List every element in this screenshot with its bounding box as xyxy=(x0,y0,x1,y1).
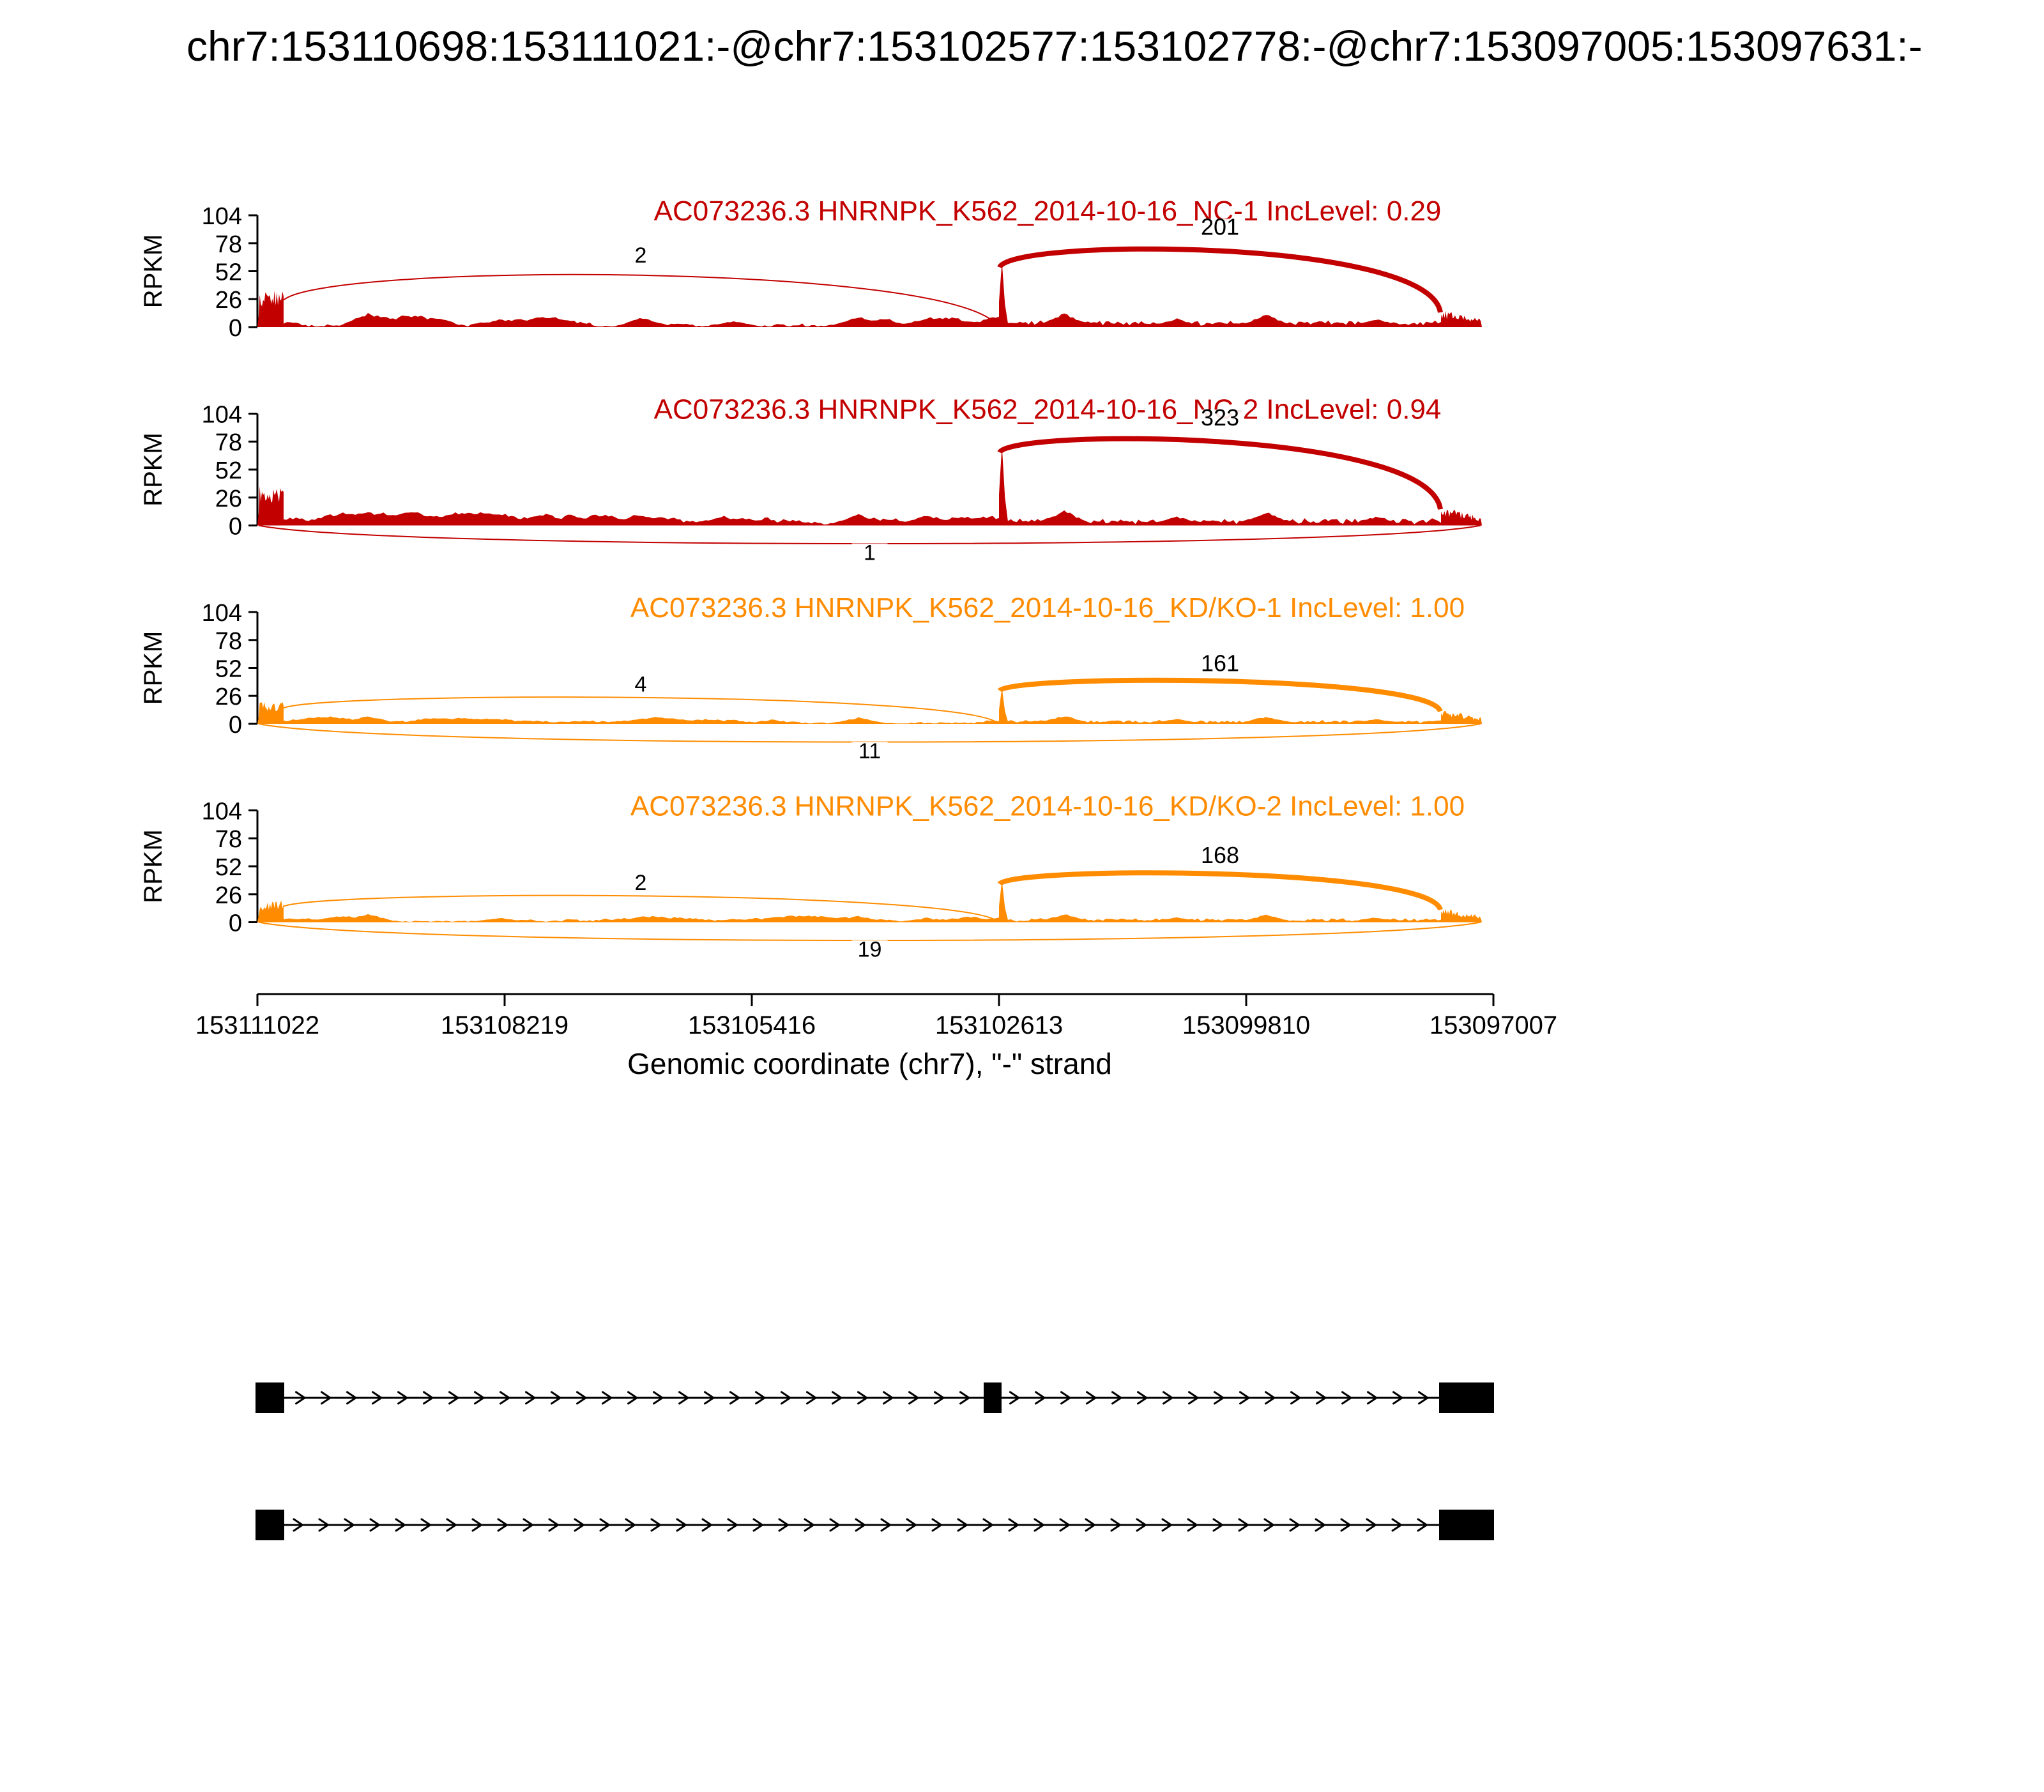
svg-text:AC073236.3 HNRNPK_K562_2014-10: AC073236.3 HNRNPK_K562_2014-10-16_NC-1 I… xyxy=(654,195,1442,227)
svg-text:104: 104 xyxy=(202,203,242,230)
svg-text:2: 2 xyxy=(635,871,647,895)
svg-text:26: 26 xyxy=(215,287,242,314)
svg-text:0: 0 xyxy=(229,514,242,540)
svg-text:52: 52 xyxy=(215,854,242,881)
svg-text:RPKM: RPKM xyxy=(139,829,167,903)
svg-text:4: 4 xyxy=(635,673,647,697)
svg-text:52: 52 xyxy=(215,457,242,484)
svg-text:26: 26 xyxy=(215,486,242,512)
svg-text:78: 78 xyxy=(215,429,242,456)
svg-text:104: 104 xyxy=(202,402,242,429)
svg-text:201: 201 xyxy=(1201,213,1239,240)
svg-text:RPKM: RPKM xyxy=(139,433,167,507)
svg-text:153099810: 153099810 xyxy=(1182,1011,1310,1039)
svg-text:153111022: 153111022 xyxy=(195,1011,319,1039)
svg-text:323: 323 xyxy=(1201,404,1239,431)
svg-text:52: 52 xyxy=(215,259,242,286)
svg-text:153102613: 153102613 xyxy=(935,1011,1063,1039)
svg-text:104: 104 xyxy=(202,799,242,825)
svg-text:11: 11 xyxy=(858,739,881,763)
svg-text:161: 161 xyxy=(1201,650,1239,677)
svg-text:AC073236.3 HNRNPK_K562_2014-10: AC073236.3 HNRNPK_K562_2014-10-16_KD/KO-… xyxy=(630,791,1465,822)
svg-text:2: 2 xyxy=(635,243,647,268)
svg-text:78: 78 xyxy=(215,826,242,853)
svg-text:0: 0 xyxy=(229,712,242,739)
svg-text:0: 0 xyxy=(229,910,242,937)
svg-text:26: 26 xyxy=(215,882,242,909)
svg-text:1: 1 xyxy=(864,541,876,565)
svg-text:168: 168 xyxy=(1201,842,1239,868)
svg-text:153097007: 153097007 xyxy=(1430,1011,1557,1039)
svg-text:52: 52 xyxy=(215,656,242,683)
svg-text:0: 0 xyxy=(229,315,242,342)
svg-text:104: 104 xyxy=(202,600,242,627)
svg-text:19: 19 xyxy=(858,938,882,962)
svg-text:26: 26 xyxy=(215,684,242,710)
svg-text:RPKM: RPKM xyxy=(139,234,167,309)
svg-text:RPKM: RPKM xyxy=(139,631,167,705)
svg-text:Genomic coordinate (chr7), "-": Genomic coordinate (chr7), "-" strand xyxy=(627,1047,1112,1080)
svg-text:AC073236.3 HNRNPK_K562_2014-10: AC073236.3 HNRNPK_K562_2014-10-16_KD/KO-… xyxy=(630,592,1465,624)
svg-text:chr7:153110698:153111021:-@chr: chr7:153110698:153111021:-@chr7:15310257… xyxy=(187,22,1923,70)
svg-text:153108219: 153108219 xyxy=(441,1011,568,1039)
svg-text:78: 78 xyxy=(215,628,242,655)
svg-text:AC073236.3 HNRNPK_K562_2014-10: AC073236.3 HNRNPK_K562_2014-10-16_NC-2 I… xyxy=(654,394,1442,425)
svg-text:78: 78 xyxy=(215,231,242,258)
svg-text:153105416: 153105416 xyxy=(688,1011,816,1039)
